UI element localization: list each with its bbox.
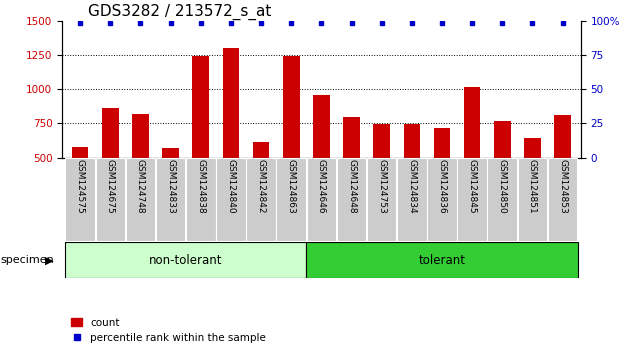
Bar <box>186 158 215 241</box>
Bar <box>397 158 427 241</box>
Bar <box>337 158 366 241</box>
Bar <box>306 242 578 278</box>
Text: GSM124675: GSM124675 <box>106 159 115 214</box>
Text: GSM124840: GSM124840 <box>227 159 235 214</box>
Bar <box>162 148 179 226</box>
Bar <box>223 48 239 226</box>
Text: GSM124753: GSM124753 <box>377 159 386 214</box>
Bar <box>343 116 360 226</box>
Bar <box>487 158 517 241</box>
Text: GSM124836: GSM124836 <box>437 159 446 214</box>
Text: GSM124646: GSM124646 <box>317 159 326 214</box>
Text: GSM124850: GSM124850 <box>498 159 507 214</box>
Text: GSM124648: GSM124648 <box>347 159 356 214</box>
Text: non-tolerant: non-tolerant <box>149 254 222 267</box>
Bar <box>307 158 336 241</box>
Bar <box>524 138 541 226</box>
Bar <box>253 142 270 226</box>
Bar <box>283 56 299 226</box>
Bar <box>65 242 306 278</box>
Text: GSM124838: GSM124838 <box>196 159 206 214</box>
Text: tolerant: tolerant <box>419 254 466 267</box>
Legend: count, percentile rank within the sample: count, percentile rank within the sample <box>67 314 270 347</box>
Bar <box>102 108 119 226</box>
Bar <box>367 158 396 241</box>
Text: GSM124748: GSM124748 <box>136 159 145 214</box>
Bar <box>457 158 487 241</box>
Bar <box>494 121 510 226</box>
Text: GSM124833: GSM124833 <box>166 159 175 214</box>
Bar <box>433 128 450 226</box>
Bar <box>276 158 306 241</box>
Text: GSM124575: GSM124575 <box>76 159 84 214</box>
Bar <box>72 147 88 226</box>
Bar <box>156 158 186 241</box>
Bar <box>464 87 481 226</box>
Bar <box>247 158 276 241</box>
Text: ▶: ▶ <box>45 255 53 265</box>
Bar <box>427 158 456 241</box>
Text: GSM124853: GSM124853 <box>558 159 567 214</box>
Text: GSM124842: GSM124842 <box>256 159 266 214</box>
Bar <box>548 158 578 241</box>
Bar <box>555 115 571 226</box>
Text: GSM124863: GSM124863 <box>287 159 296 214</box>
Text: GDS3282 / 213572_s_at: GDS3282 / 213572_s_at <box>88 4 271 20</box>
Bar <box>404 124 420 226</box>
Bar <box>518 158 547 241</box>
Bar <box>216 158 246 241</box>
Text: GSM124834: GSM124834 <box>407 159 416 214</box>
Text: GSM124845: GSM124845 <box>468 159 476 214</box>
Bar <box>193 56 209 226</box>
Bar <box>65 158 95 241</box>
Bar <box>373 124 390 226</box>
Bar <box>96 158 125 241</box>
Bar <box>125 158 155 241</box>
Text: GSM124851: GSM124851 <box>528 159 537 214</box>
Bar <box>132 114 149 226</box>
Text: specimen: specimen <box>1 255 55 265</box>
Bar <box>313 95 330 226</box>
